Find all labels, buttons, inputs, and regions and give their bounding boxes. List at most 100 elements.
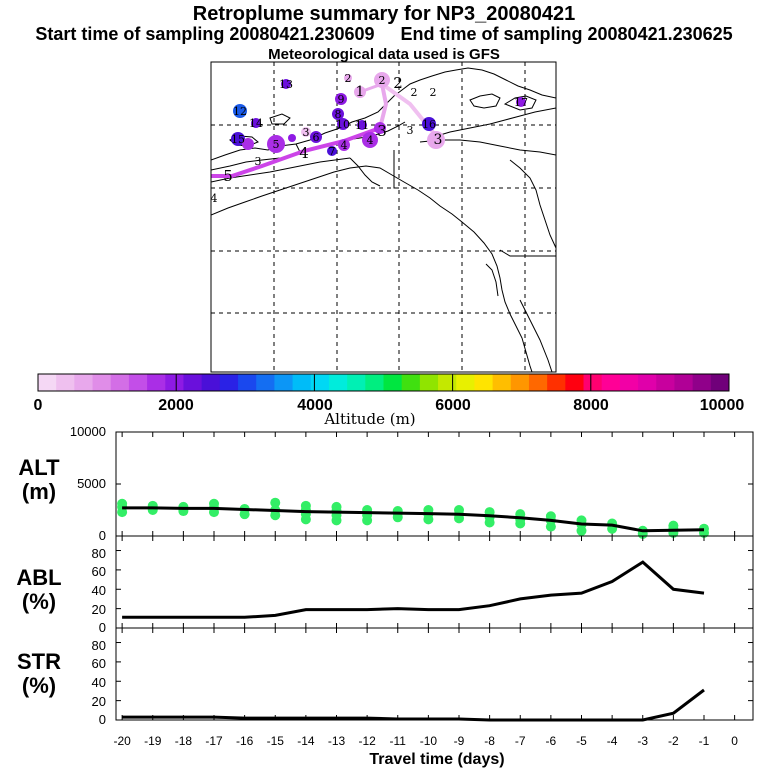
map-grid: [211, 62, 556, 372]
abl-label-line2: (%): [21, 589, 57, 614]
colorbar-swatch: [92, 374, 112, 391]
x-tick-label: -10: [420, 734, 438, 748]
trajectory-marker: [344, 74, 352, 82]
x-tick-label: -16: [236, 734, 254, 748]
colorbar-swatch: [219, 374, 239, 391]
trajectory-number: 7: [329, 145, 336, 158]
trajectory-marker: [231, 132, 245, 146]
met-data-note: Meteorological data used is GFS: [268, 46, 500, 63]
alt-y-tick-label: 10000: [70, 424, 106, 439]
trajectory-number: 8: [335, 108, 342, 121]
x-tick-label: -20: [113, 734, 131, 748]
colorbar-swatch: [583, 374, 603, 391]
str-x-ticks: [116, 628, 753, 721]
str-label: STR (%): [10, 650, 68, 698]
trajectory-marker: [422, 117, 436, 131]
x-tick-label: -8: [484, 734, 495, 748]
trajectory-number: 9: [338, 93, 345, 106]
x-tick-label: -1: [699, 734, 710, 748]
trajectory-number: 4: [299, 144, 309, 162]
abl-label: ABL (%): [10, 566, 68, 614]
trajectory-number: 16: [422, 118, 436, 131]
colorbar-swatch: [528, 374, 548, 391]
colorbar-tick-label: 4000: [297, 397, 333, 414]
trajectory-marker: [251, 118, 261, 128]
colorbar-swatch: [292, 374, 312, 391]
trajectory-number: 14: [249, 117, 263, 130]
colorbar-swatch: [692, 374, 712, 391]
trajectory-marker: [281, 79, 291, 89]
trajectory-number: 5: [223, 167, 233, 185]
trajectory-marker: [327, 146, 337, 156]
colorbar-swatch: [401, 374, 421, 391]
colorbar-swatch: [165, 374, 184, 391]
colorbar-tick-label: 0: [34, 397, 43, 414]
colorbar-swatch: [656, 374, 675, 391]
map-frame: [210, 61, 557, 373]
alt-panel: 0 5000 10000: [70, 424, 754, 543]
colorbar-tick-label: 6000: [435, 397, 471, 414]
trajectory-marker: [374, 122, 386, 134]
alt-particle-point: [117, 498, 128, 509]
trajectory-marker: [301, 127, 311, 137]
str-y-tick-label: 40: [92, 675, 106, 690]
colorbar-swatch: [638, 374, 657, 391]
x-tick-label: -5: [576, 734, 587, 748]
str-y-tick-label: 80: [92, 638, 106, 653]
x-tick-label: -14: [297, 734, 315, 748]
trajectory-number: 11: [355, 119, 369, 132]
alt-y-tick-label: 0: [99, 528, 106, 543]
str-y-tick-label: 0: [99, 712, 106, 727]
trajectory-number: 2: [345, 72, 352, 85]
colorbar-swatch: [474, 374, 494, 391]
colorbar-swatch: [74, 374, 94, 391]
colorbar-label: Altitude (m): [323, 410, 415, 428]
colorbar-swatch: [438, 374, 457, 391]
trajectory-marker: [267, 135, 285, 153]
x-tick-label: -2: [668, 734, 679, 748]
colorbar-swatch: [38, 374, 57, 391]
trajectory-number: 12: [233, 105, 247, 118]
str-label-line2: (%): [21, 673, 57, 698]
abl-x-ticks: [116, 536, 753, 629]
colorbar-swatch: [128, 374, 148, 391]
abl-label-line1: ABL: [16, 565, 62, 590]
trajectory-number: 2: [379, 74, 386, 87]
altitude-colorbar: [37, 373, 730, 392]
trajectory-number: 5: [273, 138, 280, 151]
colorbar-swatch: [710, 374, 730, 391]
colorbar-swatch: [674, 374, 694, 391]
trajectory-number: 3: [255, 155, 262, 168]
alt-particle-point: [331, 501, 342, 512]
str-y-tick-label: 60: [92, 656, 106, 671]
str-line: [122, 688, 705, 722]
str-frame: [115, 627, 754, 721]
trajectory-number: 3: [434, 132, 443, 148]
alt-y-tick-label: 5000: [77, 476, 106, 491]
str-label-line1: STR: [17, 649, 61, 674]
trajectory-marker: [337, 118, 349, 130]
trajectory-marker: [310, 131, 322, 143]
colorbar-swatch: [565, 374, 585, 391]
str-marks: [122, 688, 705, 722]
str-y-tick-label: 20: [92, 694, 106, 709]
colorbar-swatch: [56, 374, 75, 391]
chart-title: Retroplume summary for NP3_20080421: [192, 3, 576, 25]
sampling-times: Start time of sampling 20080421.230609 En…: [0, 24, 768, 45]
alt-particle-point: [300, 500, 311, 511]
trajectory-marker: [427, 131, 445, 149]
trajectory-marker: [233, 104, 247, 118]
colorbar-swatch: [238, 374, 257, 391]
colorbar-swatch: [256, 374, 275, 391]
x-axis-label: Travel time (days): [369, 751, 504, 768]
colorbar-swatch: [492, 374, 512, 391]
trajectory-number: 3: [377, 122, 387, 140]
colorbar-swatch: [365, 374, 384, 391]
trajectory-marker: [242, 138, 254, 150]
alt-mean-line: [122, 506, 705, 533]
trajectory-number: 10: [336, 118, 350, 131]
trajectory-number: 4: [211, 192, 218, 205]
trajectory-number: 6: [313, 131, 320, 144]
x-tick-label: -17: [205, 734, 223, 748]
trajectory-number: 15: [231, 133, 245, 146]
